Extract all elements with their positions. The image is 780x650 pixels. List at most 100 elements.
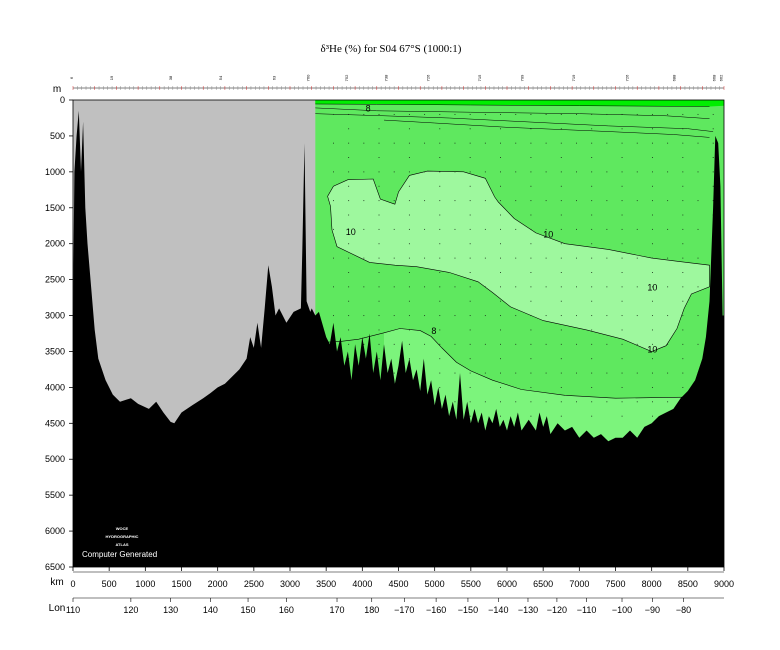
- station-label: 668: [711, 74, 716, 81]
- sample-dot: [651, 243, 653, 245]
- sample-dot: [454, 228, 456, 230]
- sample-dot: [408, 228, 410, 230]
- sample-dot: [651, 386, 653, 388]
- depth-tick-label: 3000: [45, 311, 65, 321]
- sample-dot: [484, 257, 486, 259]
- sample-dot: [439, 343, 441, 345]
- sample-dot: [545, 142, 547, 144]
- sample-dot: [500, 386, 501, 388]
- sample-dot: [530, 315, 532, 317]
- sample-dot: [424, 200, 426, 202]
- sample-dot: [560, 200, 562, 202]
- sample-dot: [454, 257, 456, 259]
- sample-dot: [454, 343, 456, 345]
- sample-dot: [560, 386, 562, 388]
- sample-dot: [500, 286, 501, 288]
- fill-above-10-core: [327, 170, 710, 352]
- longitude-tick-label: 140: [203, 605, 218, 615]
- longitude-tick-label: −80: [676, 605, 691, 615]
- sample-dot: [515, 228, 517, 230]
- sample-dot: [591, 128, 593, 130]
- sample-dot: [530, 401, 532, 403]
- sample-dot: [378, 128, 380, 130]
- sample-dot: [500, 185, 501, 187]
- sample-dot: [712, 200, 714, 202]
- sample-dot: [363, 142, 365, 144]
- sample-dot: [636, 401, 638, 403]
- sample-dot: [378, 157, 380, 158]
- sample-dot: [530, 358, 532, 360]
- sample-dot: [424, 257, 426, 259]
- sample-dot: [530, 286, 532, 288]
- sample-dot: [484, 228, 486, 230]
- longitude-tick-label: 150: [241, 605, 256, 615]
- sample-dot: [606, 142, 608, 144]
- plot-area: 8 8 10 10 10 10: [72, 99, 725, 568]
- distance-tick-label: 8000: [642, 579, 662, 589]
- sample-dot: [454, 142, 456, 144]
- sample-dot: [469, 171, 471, 173]
- sample-dot: [667, 372, 669, 374]
- sample-dot: [393, 343, 395, 345]
- sample-dot: [530, 386, 532, 388]
- sample-dot: [591, 401, 593, 403]
- sample-dot: [651, 358, 653, 360]
- longitude-tick-label: −120: [547, 605, 567, 615]
- distance-tick-label: 7000: [569, 579, 589, 589]
- sample-dot: [621, 329, 623, 331]
- sample-dot: [682, 142, 684, 144]
- sample-dot: [530, 415, 532, 417]
- sample-dot: [515, 200, 517, 202]
- sample-dot: [636, 257, 638, 259]
- sample-dot: [469, 228, 471, 230]
- sample-dot: [545, 401, 547, 403]
- distance-tick-label: 6000: [497, 579, 517, 589]
- sample-dot: [393, 228, 395, 230]
- sample-dot: [560, 185, 562, 187]
- station-label: 752: [344, 74, 349, 81]
- sample-dot: [515, 343, 517, 345]
- sample-dot: [545, 343, 547, 345]
- sample-dot: [591, 286, 593, 288]
- sample-dot: [697, 113, 699, 115]
- sample-dot: [408, 286, 410, 288]
- distance-tick-label: 5000: [425, 579, 445, 589]
- longitude-tick-label: −130: [518, 605, 538, 615]
- sample-dot: [469, 157, 471, 158]
- sample-dot: [667, 200, 669, 202]
- sample-dot: [621, 142, 623, 144]
- sample-dot: [697, 228, 699, 230]
- sample-dot: [560, 128, 562, 130]
- sample-dot: [439, 329, 441, 331]
- sample-dot: [545, 372, 547, 374]
- logo-line-2: HYDROGRAPHIC: [106, 534, 139, 539]
- longitude-axis-label: Lon: [49, 603, 66, 614]
- sample-dot: [408, 329, 410, 331]
- chart-title: δ³He (%) for S04 67°S (1000:1): [321, 43, 462, 55]
- sample-dot: [393, 200, 395, 202]
- sample-dot: [348, 300, 350, 302]
- longitude-tick-label: 120: [123, 605, 138, 615]
- sample-dot: [636, 142, 638, 144]
- sample-dot: [333, 200, 334, 202]
- sample-dot: [591, 228, 593, 230]
- sample-dot: [454, 171, 456, 173]
- sample-dot: [591, 329, 593, 331]
- sample-dot: [439, 185, 441, 187]
- sample-dot: [363, 315, 365, 317]
- sample-dot: [545, 315, 547, 317]
- sample-dot: [651, 142, 653, 144]
- sample-dot: [333, 257, 334, 259]
- sample-dot: [439, 171, 441, 173]
- longitude-tick-label: −110: [577, 605, 597, 615]
- sample-dot: [576, 286, 577, 288]
- sample-dot: [469, 200, 471, 202]
- sample-dot: [606, 257, 608, 259]
- sample-dot: [500, 401, 501, 403]
- sample-dot: [348, 315, 350, 317]
- sample-dot: [606, 171, 608, 173]
- sample-dot: [636, 228, 638, 230]
- sample-dot: [469, 243, 471, 245]
- sample-dot: [363, 228, 365, 230]
- sample-dot: [712, 171, 714, 173]
